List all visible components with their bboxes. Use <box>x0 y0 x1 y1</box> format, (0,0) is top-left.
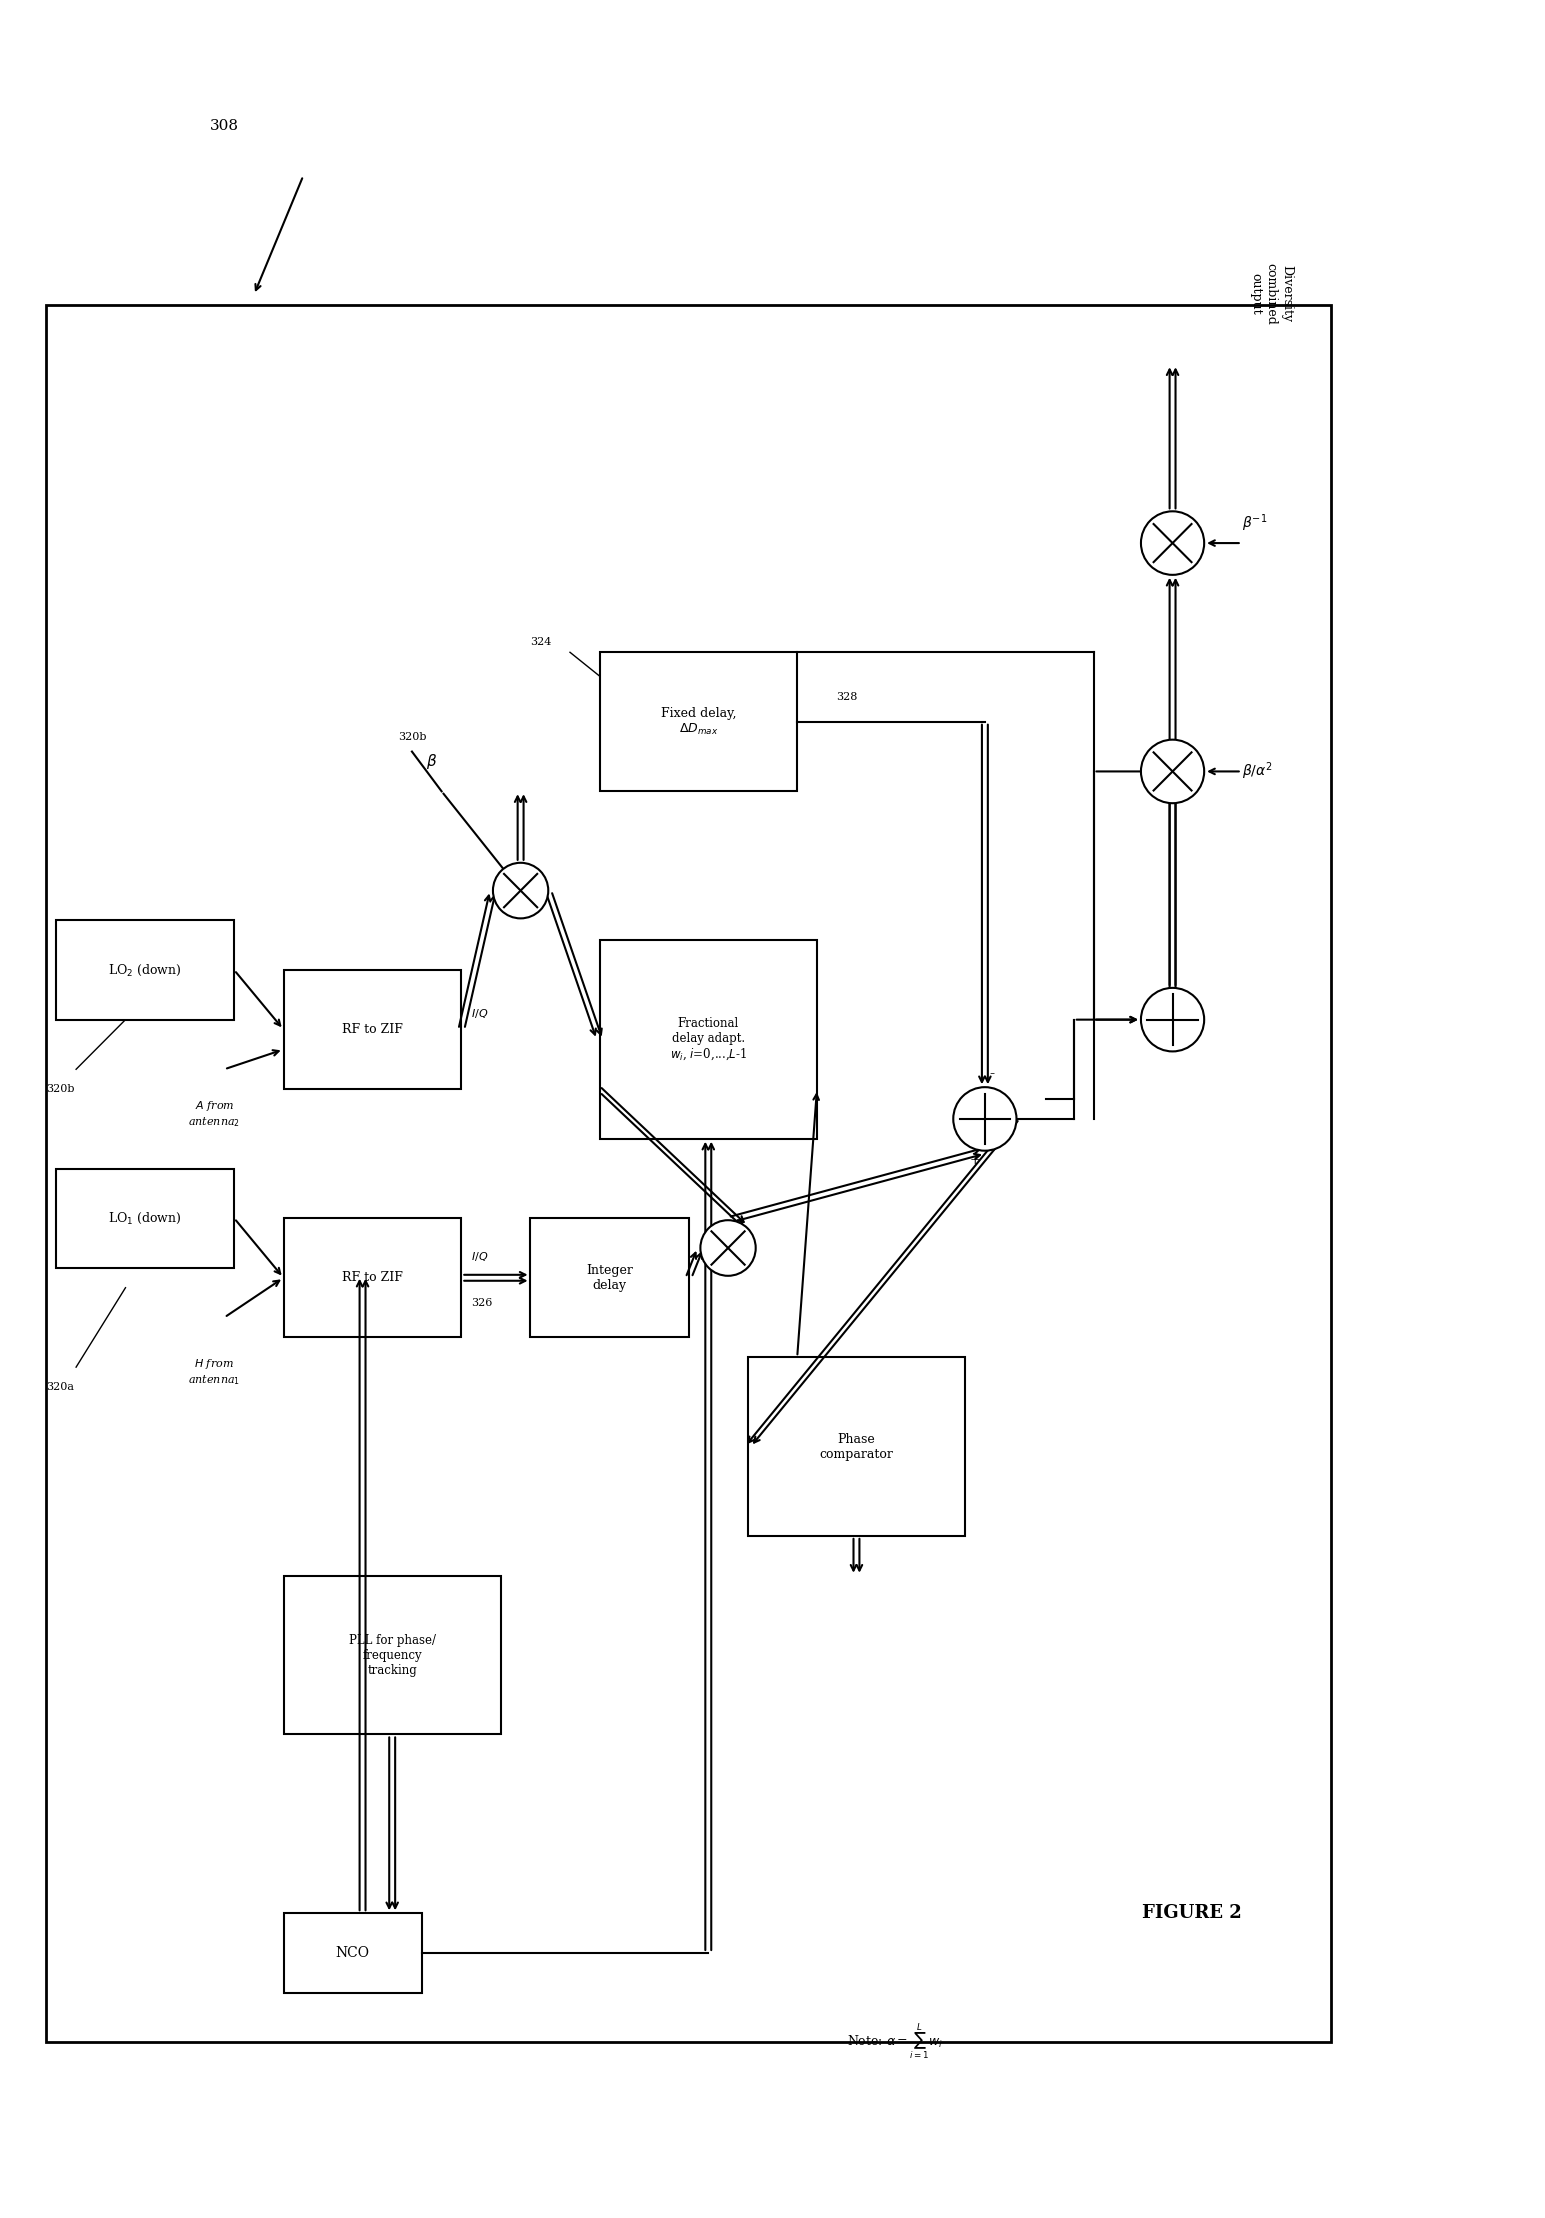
Circle shape <box>493 863 548 918</box>
FancyBboxPatch shape <box>599 652 797 792</box>
Text: $\beta^{-1}$: $\beta^{-1}$ <box>1242 512 1267 535</box>
Text: 308: 308 <box>210 120 239 133</box>
Circle shape <box>1140 987 1204 1051</box>
Text: Note: $\alpha = \sum_{i=1}^{L} w_i$: Note: $\alpha = \sum_{i=1}^{L} w_i$ <box>847 2023 942 2063</box>
Text: Fractional
delay adapt.
$w_i$, $i$=0,...,$L$-1: Fractional delay adapt. $w_i$, $i$=0,...… <box>669 1016 746 1062</box>
Circle shape <box>1140 512 1204 574</box>
Text: $\beta/\alpha^2$: $\beta/\alpha^2$ <box>1242 761 1272 783</box>
Text: LO$_2$ (down): LO$_2$ (down) <box>108 963 182 978</box>
FancyBboxPatch shape <box>284 969 462 1089</box>
Text: 326: 326 <box>471 1298 493 1309</box>
Text: PLL for phase/
frequency
tracking: PLL for phase/ frequency tracking <box>349 1635 436 1677</box>
Text: 328: 328 <box>836 692 857 701</box>
Text: $H$ from
antenna$_1$: $H$ from antenna$_1$ <box>188 1357 241 1386</box>
FancyBboxPatch shape <box>56 920 235 1020</box>
Text: LO$_1$ (down): LO$_1$ (down) <box>108 1211 182 1227</box>
Text: NCO: NCO <box>335 1945 369 1961</box>
Circle shape <box>1140 739 1204 803</box>
Text: RF to ZIF: RF to ZIF <box>341 1271 403 1284</box>
Text: $I/Q$: $I/Q$ <box>471 1007 488 1020</box>
Text: $A$ from
antenna$_2$: $A$ from antenna$_2$ <box>188 1100 241 1129</box>
Text: 320b: 320b <box>46 1085 76 1093</box>
Text: -: - <box>990 1067 995 1080</box>
Text: 324: 324 <box>530 637 552 648</box>
FancyBboxPatch shape <box>599 940 817 1138</box>
Text: 320a: 320a <box>46 1382 74 1393</box>
Text: $\beta$: $\beta$ <box>426 752 437 772</box>
Text: RF to ZIF: RF to ZIF <box>341 1022 403 1036</box>
Text: FIGURE 2: FIGURE 2 <box>1142 1905 1242 1923</box>
Circle shape <box>953 1087 1017 1151</box>
FancyBboxPatch shape <box>284 1218 462 1337</box>
FancyBboxPatch shape <box>284 1575 501 1734</box>
Text: Diversity
combined
output: Diversity combined output <box>1250 262 1293 324</box>
FancyBboxPatch shape <box>748 1357 966 1535</box>
FancyBboxPatch shape <box>56 1169 235 1269</box>
FancyBboxPatch shape <box>284 1914 422 1992</box>
Text: $I/Q$: $I/Q$ <box>471 1251 488 1262</box>
Text: Phase
comparator: Phase comparator <box>819 1433 893 1462</box>
Text: Integer
delay: Integer delay <box>586 1264 633 1291</box>
FancyBboxPatch shape <box>530 1218 689 1337</box>
Text: 320b: 320b <box>397 732 426 741</box>
Circle shape <box>700 1220 756 1275</box>
Text: Fixed delay,
$\Delta D_{max}$: Fixed delay, $\Delta D_{max}$ <box>661 708 735 736</box>
Text: +: + <box>970 1153 981 1167</box>
